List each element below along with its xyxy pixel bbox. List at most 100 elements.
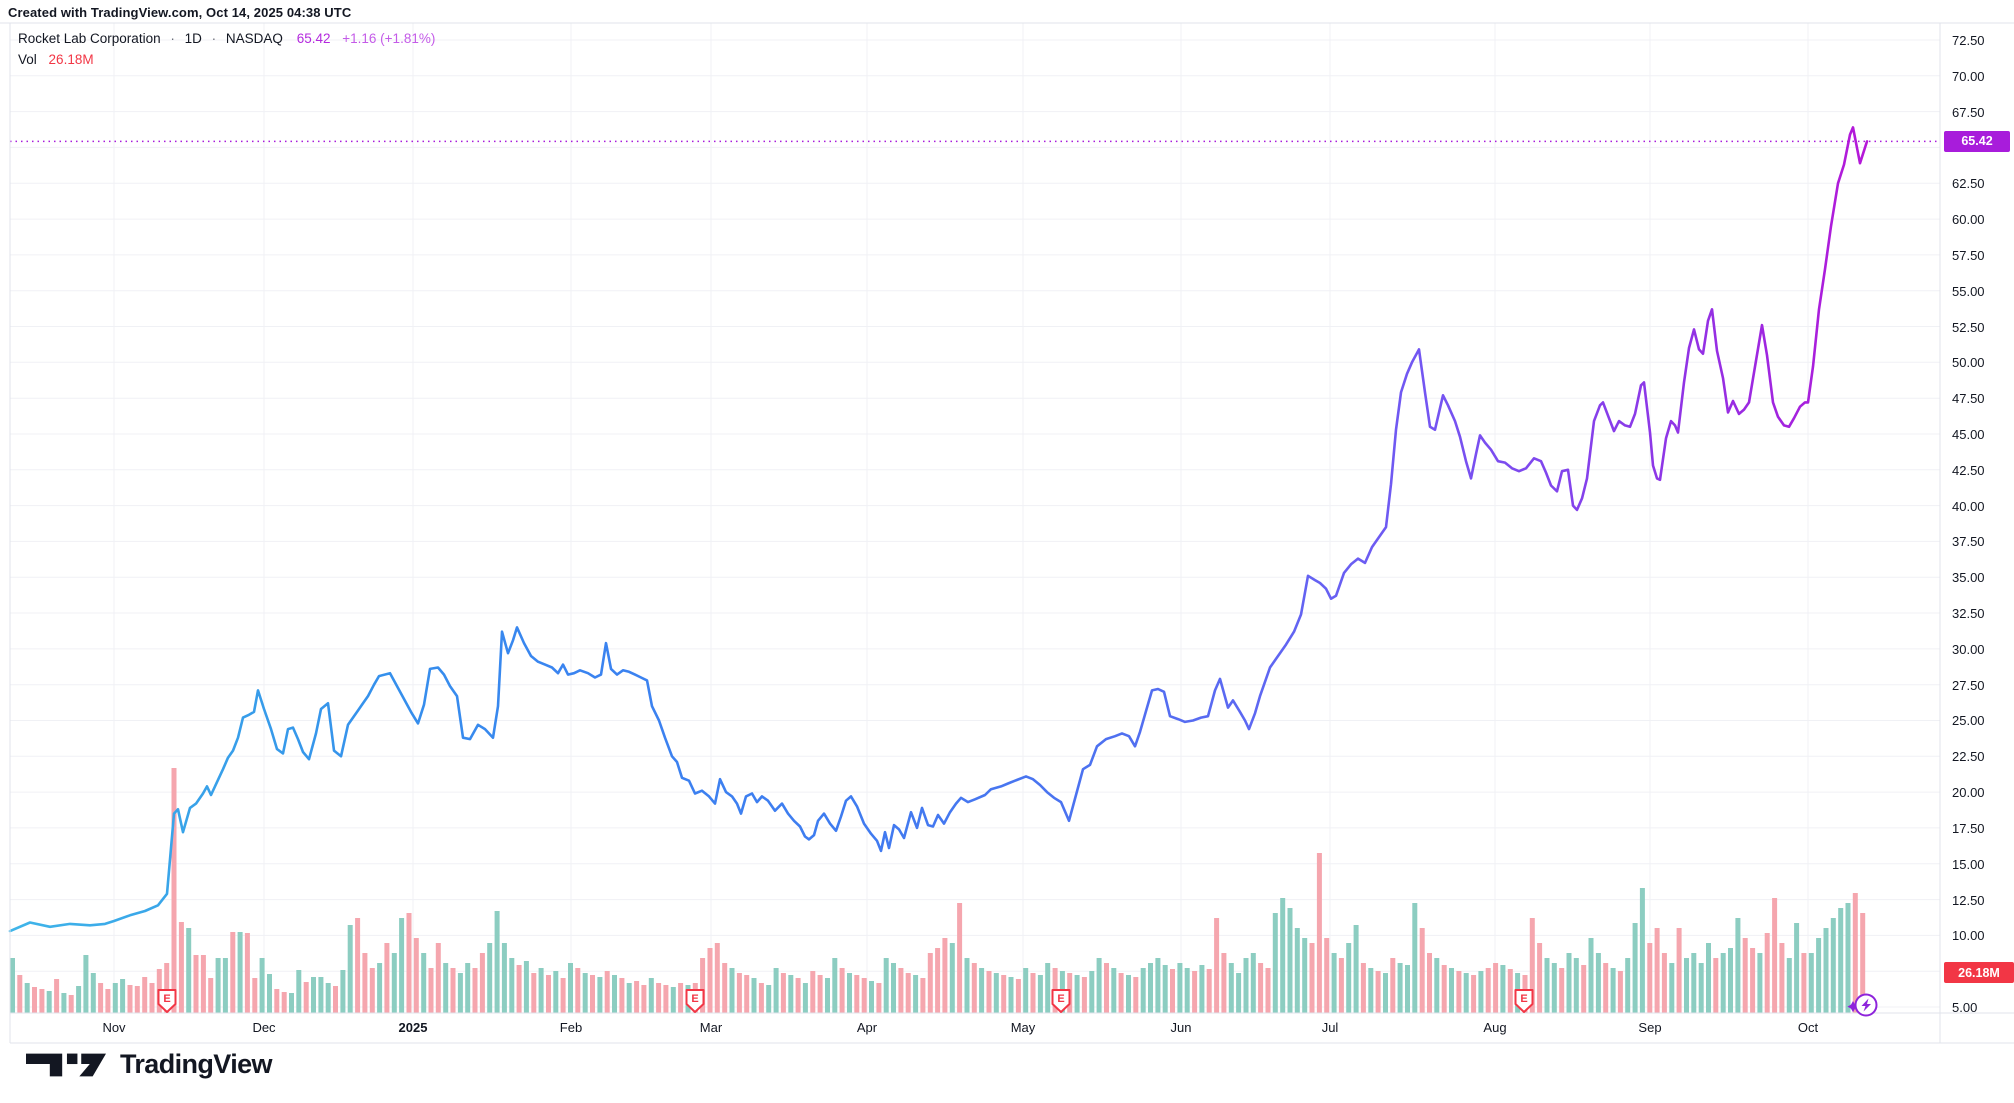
- volume-bar: [1757, 953, 1763, 1013]
- price-axis-label: 55.00: [1952, 283, 1985, 299]
- volume-bar: [1750, 948, 1756, 1013]
- chart-legend: Rocket Lab Corporation · 1D · NASDAQ 65.…: [18, 31, 435, 46]
- volume-bar: [744, 975, 750, 1013]
- time-axis[interactable]: Nov Dec 2025 Feb Mar Apr May Jun Jul Aug Sep Oct: [0, 1013, 1940, 1043]
- volume-bar: [267, 974, 272, 1013]
- price-axis-label: 47.50: [1952, 391, 1985, 407]
- volume-bar: [1397, 963, 1403, 1013]
- volume-bar: [1118, 973, 1124, 1013]
- volume-bar: [1104, 963, 1109, 1013]
- volume-bar: [1478, 971, 1484, 1013]
- volume-bar: [61, 993, 67, 1013]
- volume-value: 26.18M: [48, 52, 94, 67]
- tradingview-logo[interactable]: TradingView: [26, 1049, 273, 1080]
- volume-bar: [1184, 968, 1190, 1013]
- volume-bar: [1074, 975, 1080, 1013]
- volume-bar: [1243, 958, 1249, 1013]
- price-axis-label: 72.50: [1952, 33, 1985, 48]
- volume-bar: [1419, 928, 1425, 1013]
- price-axis-label: 40.00: [1952, 498, 1985, 514]
- volume-bar: [1405, 965, 1410, 1013]
- volume-bar: [10, 958, 15, 1013]
- volume-bar: [200, 955, 206, 1013]
- lightning-icon: [1861, 998, 1871, 1012]
- volume-bar: [847, 973, 852, 1013]
- price-axis-label: 25.00: [1952, 713, 1985, 729]
- price-axis-label: 52.50: [1952, 319, 1985, 335]
- volume-bar: [333, 986, 338, 1013]
- streak-flash-icon[interactable]: [1847, 993, 1878, 1017]
- volume-bar: [76, 986, 82, 1013]
- earnings-marker[interactable]: E: [1051, 989, 1071, 1013]
- volume-bar: [634, 981, 640, 1013]
- time-axis-label: 2025: [398, 1020, 428, 1035]
- price-axis-label: 5.00: [1952, 1000, 1978, 1015]
- volume-bar: [1845, 903, 1851, 1013]
- svg-text:E: E: [163, 993, 170, 1005]
- volume-badge: 26.18M: [1944, 962, 2014, 983]
- volume-bar: [1471, 975, 1477, 1013]
- price-axis-label: 10.00: [1952, 928, 1985, 944]
- price-axis[interactable]: 72.5070.0067.5065.0062.5060.0057.5055.00…: [1944, 23, 2014, 1043]
- symbol-title[interactable]: Rocket Lab Corporation: [18, 31, 161, 46]
- volume-bar: [1170, 969, 1175, 1013]
- volume-bar: [1625, 958, 1631, 1013]
- time-axis-label: Dec: [252, 1020, 276, 1035]
- earnings-marker[interactable]: E: [685, 989, 705, 1013]
- volume-bar: [244, 933, 250, 1013]
- volume-bar: [780, 973, 786, 1013]
- volume-bar: [612, 975, 617, 1013]
- volume-bar: [1206, 969, 1212, 1013]
- volume-bar: [1148, 963, 1153, 1013]
- volume-bar: [604, 971, 610, 1013]
- volume-bar: [854, 975, 860, 1013]
- volume-bar: [883, 958, 889, 1013]
- price-axis-label: 62.50: [1952, 176, 1985, 192]
- volume-bar: [1581, 965, 1587, 1013]
- volume-bar: [1823, 928, 1829, 1013]
- volume-bar: [663, 985, 669, 1013]
- volume-bar: [1684, 958, 1689, 1013]
- volume-bar: [1463, 973, 1469, 1013]
- volume-bar: [1830, 918, 1836, 1013]
- volume-bar: [707, 948, 713, 1013]
- legend-separator: ·: [170, 31, 175, 46]
- volume-bar: [1456, 971, 1462, 1013]
- volume-bar: [149, 983, 155, 1013]
- volume-bar: [1030, 973, 1036, 1013]
- volume-bar: [479, 953, 485, 1013]
- volume-bar: [825, 978, 830, 1013]
- volume-bar: [472, 968, 478, 1013]
- volume-bar: [1537, 943, 1543, 1013]
- earnings-marker[interactable]: E: [1514, 989, 1534, 1013]
- price-axis-label: 35.00: [1952, 570, 1985, 586]
- volume-bar: [1676, 928, 1682, 1013]
- volume-bar: [1155, 958, 1161, 1013]
- volume-bar: [1360, 963, 1366, 1013]
- volume-bar: [1720, 953, 1726, 1013]
- volume-bar: [913, 975, 919, 1013]
- volume-bar: [1779, 943, 1785, 1013]
- volume-bar: [656, 983, 662, 1013]
- volume-bar: [788, 975, 794, 1013]
- volume-bar: [1338, 958, 1344, 1013]
- volume-bar: [362, 953, 368, 1013]
- interval-label[interactable]: 1D: [184, 31, 202, 46]
- volume-bar: [1764, 933, 1770, 1013]
- legend-separator: ·: [211, 31, 217, 46]
- volume-bar: [1742, 938, 1748, 1013]
- volume-bar: [171, 768, 177, 1013]
- volume-bar: [384, 943, 390, 1013]
- volume-bar: [1427, 953, 1432, 1013]
- volume-bar: [1860, 913, 1866, 1013]
- earnings-marker[interactable]: E: [157, 989, 177, 1013]
- volume-bar: [259, 958, 265, 1013]
- tradingview-logo-icon: [26, 1053, 106, 1076]
- volume-bar: [1140, 968, 1146, 1013]
- volume-bar: [54, 979, 60, 1013]
- volume-bar: [1089, 971, 1095, 1013]
- volume-bar: [421, 953, 427, 1013]
- volume-bar: [531, 973, 537, 1013]
- volume-bar: [802, 983, 808, 1013]
